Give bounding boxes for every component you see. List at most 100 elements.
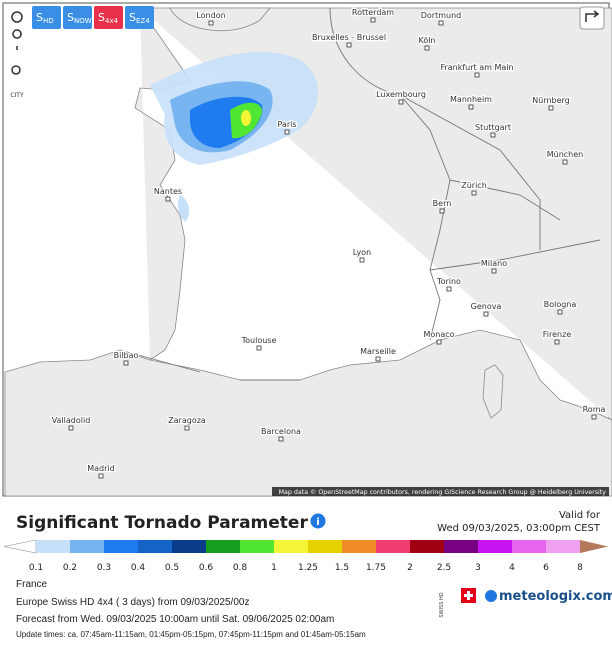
city-label: Stuttgart	[475, 123, 511, 132]
city-marker	[346, 42, 352, 48]
city-marker	[438, 20, 444, 26]
city-marker	[284, 129, 290, 135]
model-buttons: S HD S NOW S 4x4 S EZ4	[32, 6, 154, 29]
city-label: London	[196, 11, 225, 20]
color-bin	[274, 540, 308, 553]
color-bin	[342, 540, 376, 553]
color-bin	[376, 540, 410, 553]
city-label: Luxembourg	[376, 90, 426, 99]
color-bin	[512, 540, 546, 553]
city-label: Genova	[471, 302, 502, 311]
city-marker	[256, 345, 262, 351]
city-label: Toulouse	[241, 336, 277, 345]
colorbar-label: 0.1	[29, 563, 43, 573]
city-label: Nantes	[154, 187, 182, 196]
city-layer: London Rotterdam Dortmund Bruxelles - Bruss…	[50, 7, 607, 479]
button-sub: EZ4	[136, 17, 150, 25]
colorbar-label: 1.5	[335, 563, 349, 573]
city-label: Bruxelles - Brussel	[312, 33, 386, 42]
city-marker	[184, 425, 190, 431]
share-icon	[585, 10, 600, 22]
color-bin	[172, 540, 206, 553]
city-label: Valladolid	[52, 416, 91, 425]
colorbar-label: 6	[543, 563, 549, 573]
map-controls: CITY	[10, 6, 605, 99]
attribution: Map data © OpenStreetMap contributors, r…	[279, 488, 607, 496]
precipitation	[150, 51, 319, 222]
city-label: Bilbao	[114, 351, 139, 360]
city-label: Zaragoza	[168, 416, 206, 425]
city-marker	[439, 208, 445, 214]
colorbar-label: 0.5	[165, 563, 179, 573]
under-arrow	[3, 539, 37, 554]
city-label: Lyon	[353, 248, 371, 257]
city-marker	[375, 356, 381, 362]
colorbar-label: 2.5	[437, 563, 451, 573]
city-marker	[398, 99, 404, 105]
model-button[interactable]	[125, 6, 154, 29]
city-label: Firenze	[543, 330, 572, 339]
city-label: Zürich	[461, 181, 487, 190]
button-main: S	[67, 11, 74, 24]
city-marker	[471, 190, 477, 196]
colorbar-label: 2	[407, 563, 413, 573]
colorbar-label: 8	[577, 563, 583, 573]
city-marker	[370, 17, 376, 23]
city-marker	[359, 257, 365, 263]
borders	[119, 7, 601, 381]
button-main: S	[129, 11, 136, 24]
city-marker	[98, 473, 104, 479]
model-button[interactable]	[63, 6, 92, 29]
colorbar-label: 0.8	[233, 563, 248, 573]
attribution-bg	[272, 487, 609, 496]
city-button[interactable]: CITY	[10, 92, 24, 99]
city-marker	[548, 105, 554, 111]
refresh-icon[interactable]	[11, 11, 23, 23]
brand-logo	[485, 590, 497, 602]
city-label: München	[547, 150, 584, 159]
england	[169, 7, 271, 32]
forecast: Forecast from Wed. 09/03/2025 10:00am un…	[16, 614, 334, 625]
city-label: Frankfurt am Main	[440, 63, 513, 72]
colorbar-label: 1.25	[298, 563, 318, 573]
zoom-icon[interactable]	[11, 65, 21, 75]
update-times: Update times: ca. 07:45am-11:15am, 01:45…	[16, 630, 366, 639]
info-icon[interactable]	[310, 513, 326, 529]
colorbar-label: 4	[509, 563, 515, 573]
brand-name[interactable]: meteologix.com	[499, 589, 612, 604]
model-button[interactable]	[32, 6, 61, 29]
colorbar: 0.1 0.2 0.3 0.4 0.5 0.6 0.8 1 1.25 1.5 1.75 2 2.5 3 4 6…	[3, 539, 608, 573]
city-label: Roma	[583, 405, 606, 414]
city-label: Monaco	[423, 330, 454, 339]
city-marker	[562, 159, 568, 165]
button-sub: HD	[43, 17, 54, 25]
color-bin	[240, 540, 274, 553]
color-bin	[206, 540, 240, 553]
model: Europe Swiss HD 4x4 ( 3 days) from 09/03…	[16, 597, 249, 608]
city-marker	[208, 20, 214, 26]
color-bin	[70, 540, 104, 553]
city-label: Mannheim	[450, 95, 492, 104]
corsica	[482, 364, 504, 419]
color-bin	[444, 540, 478, 553]
location-icon[interactable]	[12, 29, 22, 50]
color-bin	[546, 540, 580, 553]
city-marker	[490, 132, 496, 138]
colorbar-label: 0.3	[97, 563, 111, 573]
swiss-cross	[464, 591, 473, 600]
colorbar-label: 0.6	[199, 563, 214, 573]
share-button[interactable]	[579, 6, 605, 30]
city-marker	[165, 196, 171, 202]
model-button[interactable]	[94, 6, 123, 29]
colorbar-label: 0.2	[63, 563, 77, 573]
city-marker	[278, 436, 284, 442]
city-label: Dortmund	[421, 11, 462, 20]
valid-time: Wed 09/03/2025, 03:00pm CEST	[437, 523, 601, 534]
city-label: Nürnberg	[532, 96, 570, 105]
city-marker	[68, 425, 74, 431]
color-bin	[36, 540, 70, 553]
color-bin	[478, 540, 512, 553]
city-marker	[557, 309, 563, 315]
city-marker	[591, 414, 597, 420]
color-bin	[138, 540, 172, 553]
